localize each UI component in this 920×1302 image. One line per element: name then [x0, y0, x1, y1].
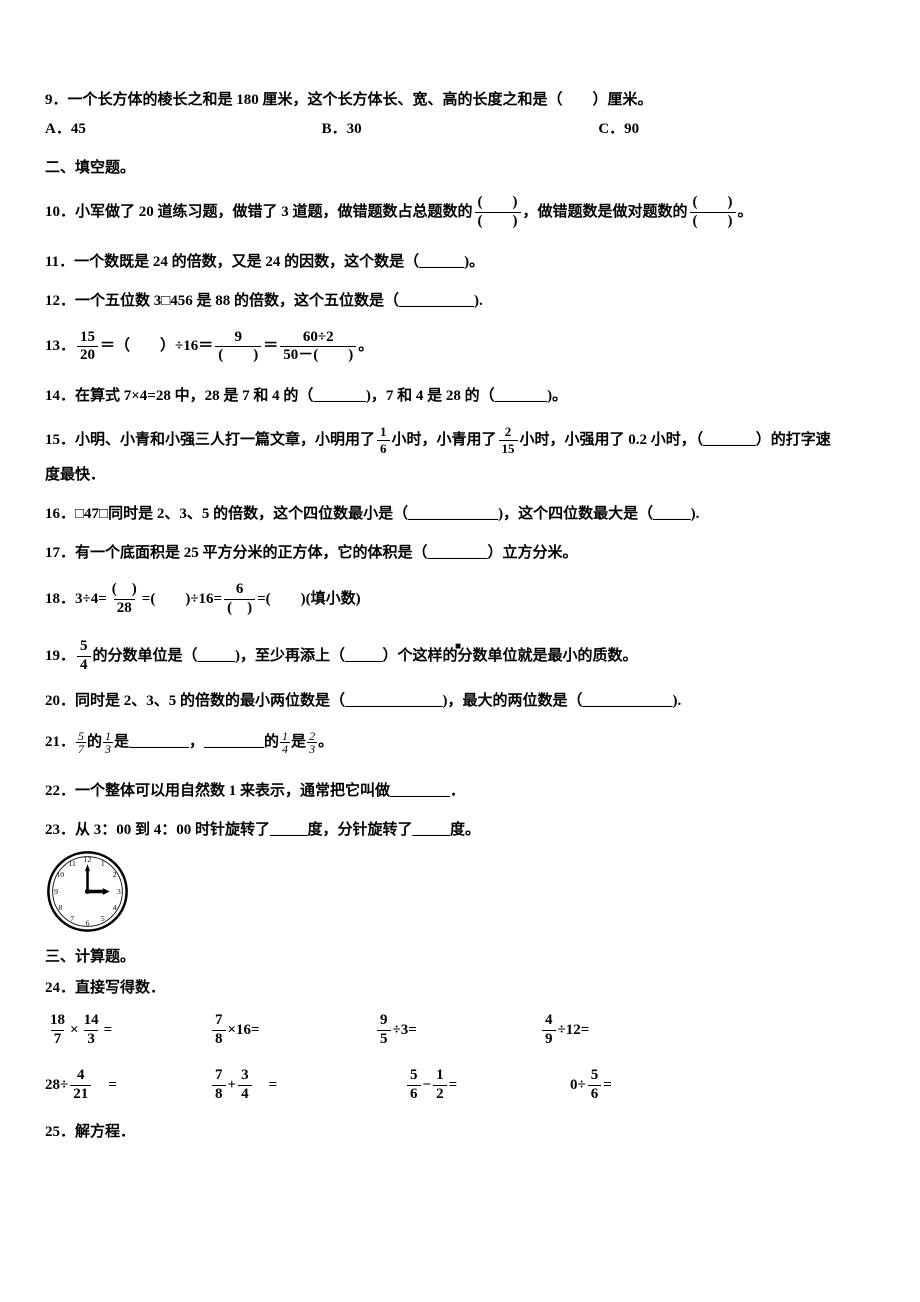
q9-text: 9．一个长方体的棱长之和是 180 厘米，这个长方体长、宽、高的长度之和是（ ）…: [45, 90, 875, 111]
arith-row-2: 28÷ 421 = 78 + 34 = 56 − 12 = 0÷ 56 =: [45, 1068, 875, 1103]
arith-grid: 187 × 143 = 78 ×16= 95 ÷3= 49 ÷12= 28÷ 4…: [45, 1013, 875, 1102]
svg-text:3: 3: [117, 887, 121, 896]
q10-frac-1: ( ) ( ): [475, 195, 521, 230]
question-11: 11．一个数既是 24 的倍数，又是 24 的因数，这个数是（______)。: [45, 252, 875, 273]
q15-line2: 度最快．: [45, 465, 875, 486]
paren-blank: ( ): [475, 195, 521, 212]
question-25: 25．解方程．: [45, 1122, 875, 1143]
question-15: 15．小明、小青和小强三人打一篇文章，小明用了 1 6 小时，小青用了 2 15…: [45, 425, 875, 486]
q9-options: A．45 B．30 C．90: [45, 119, 875, 140]
q13-eq2: ＝: [263, 336, 278, 357]
svg-text:10: 10: [56, 870, 64, 879]
arith-r2c3: 56 − 12 =: [405, 1068, 560, 1103]
question-16: 16．□47□同时是 2、3、5 的倍数，这个四位数最小是（__________…: [45, 504, 875, 525]
arith-r2c4: 0÷ 56 =: [570, 1068, 725, 1103]
svg-text:7: 7: [70, 915, 74, 924]
arith-r2c1: 28÷ 421 =: [45, 1068, 200, 1103]
question-12: 12．一个五位数 3□456 是 88 的倍数，这个五位数是（_________…: [45, 291, 875, 312]
q9-opt-c: C．90: [598, 119, 875, 140]
svg-text:4: 4: [113, 903, 117, 912]
question-23: 23．从 3：00 到 4：00 时针旋转了_____度，分针旋转了_____度…: [45, 820, 875, 841]
q13-eq1: ＝（ ）÷16＝: [100, 336, 213, 357]
q10-lead: 10．小军做了 20 道练习题，做错了 3 道题，做错题数占总题数的: [45, 202, 473, 223]
page-center-marker: ■: [455, 640, 461, 654]
q13-frac-1: 15 20: [77, 330, 98, 365]
arith-r1c1: 187 × 143 =: [45, 1013, 200, 1048]
paren-blank: ( ): [690, 212, 736, 230]
q15-frac-2: 2 15: [499, 425, 518, 455]
svg-text:2: 2: [113, 870, 117, 879]
svg-text:12: 12: [84, 855, 92, 864]
arith-r1c3: 95 ÷3=: [375, 1013, 530, 1048]
svg-text:8: 8: [58, 903, 62, 912]
question-22: 22．一个整体可以用自然数 1 来表示，通常把它叫做________．: [45, 781, 875, 802]
q21-frac-d: 2 3: [307, 730, 317, 755]
svg-text:6: 6: [86, 919, 90, 928]
q10-frac-2: ( ) ( ): [690, 195, 736, 230]
arith-r1c4: 49 ÷12=: [540, 1013, 695, 1048]
arith-r2c2: 78 + 34 =: [210, 1068, 365, 1103]
q21-frac-b: 1 3: [103, 730, 113, 755]
question-10: 10．小军做了 20 道练习题，做错了 3 道题，做错题数占总题数的 ( ) (…: [45, 195, 875, 230]
svg-text:5: 5: [101, 915, 105, 924]
arith-row-1: 187 × 143 = 78 ×16= 95 ÷3= 49 ÷12=: [45, 1013, 875, 1048]
arith-r1c2: 78 ×16=: [210, 1013, 365, 1048]
section-2-heading: 二、填空题。: [45, 158, 875, 179]
question-24: 24．直接写得数．: [45, 978, 875, 999]
question-21: 21． 5 7 的 1 3 是________，________的 1 4 是 …: [45, 730, 875, 755]
q10-tail: 。: [738, 202, 753, 223]
question-17: 17．有一个底面积是 25 平方分米的正方体，它的体积是（________）立方…: [45, 543, 875, 564]
q18-frac-1: ( ) 28: [109, 582, 140, 617]
q21-frac-a: 5 7: [76, 730, 86, 755]
q18-frac-2: 6 ( ): [224, 582, 255, 617]
clock-icon: 12 1 2 3 4 5 6 7 8 9 10 11: [45, 849, 130, 934]
svg-text:1: 1: [101, 859, 105, 868]
q15-frac-1: 1 6: [377, 425, 390, 455]
q13-lead: 13．: [45, 336, 75, 357]
question-18: 18．3÷4= ( ) 28 =( )÷16= 6 ( ) =( )(填小数): [45, 582, 875, 617]
paren-blank: ( ): [690, 195, 736, 212]
q9-opt-a: A．45: [45, 119, 322, 140]
q13-frac-3: 60÷2 50－( ): [280, 330, 356, 365]
svg-text:9: 9: [54, 887, 58, 896]
q13-tail: 。: [358, 336, 373, 357]
question-9: 9．一个长方体的棱长之和是 180 厘米，这个长方体长、宽、高的长度之和是（ ）…: [45, 90, 875, 140]
paren-blank: ( ): [475, 212, 521, 230]
question-20: 20．同时是 2、3、5 的倍数的最小两位数是（_____________)，最…: [45, 691, 875, 712]
svg-text:11: 11: [69, 859, 77, 868]
section-3-heading: 三、计算题。: [45, 947, 875, 968]
q15-line1: 15．小明、小青和小强三人打一篇文章，小明用了 1 6 小时，小青用了 2 15…: [45, 425, 875, 455]
q19-frac: 5 4: [77, 639, 91, 674]
q21-frac-c: 1 4: [280, 730, 290, 755]
q10-mid: ，做错题数是做对题数的: [523, 202, 688, 223]
question-13: 13． 15 20 ＝（ ）÷16＝ 9 ( ) ＝ 60÷2 50－( ) 。: [45, 330, 875, 365]
q9-opt-b: B．30: [322, 119, 599, 140]
question-14: 14．在算式 7×4=28 中，28 是 7 和 4 的（_______)，7 …: [45, 386, 875, 407]
q13-frac-2: 9 ( ): [215, 330, 261, 365]
